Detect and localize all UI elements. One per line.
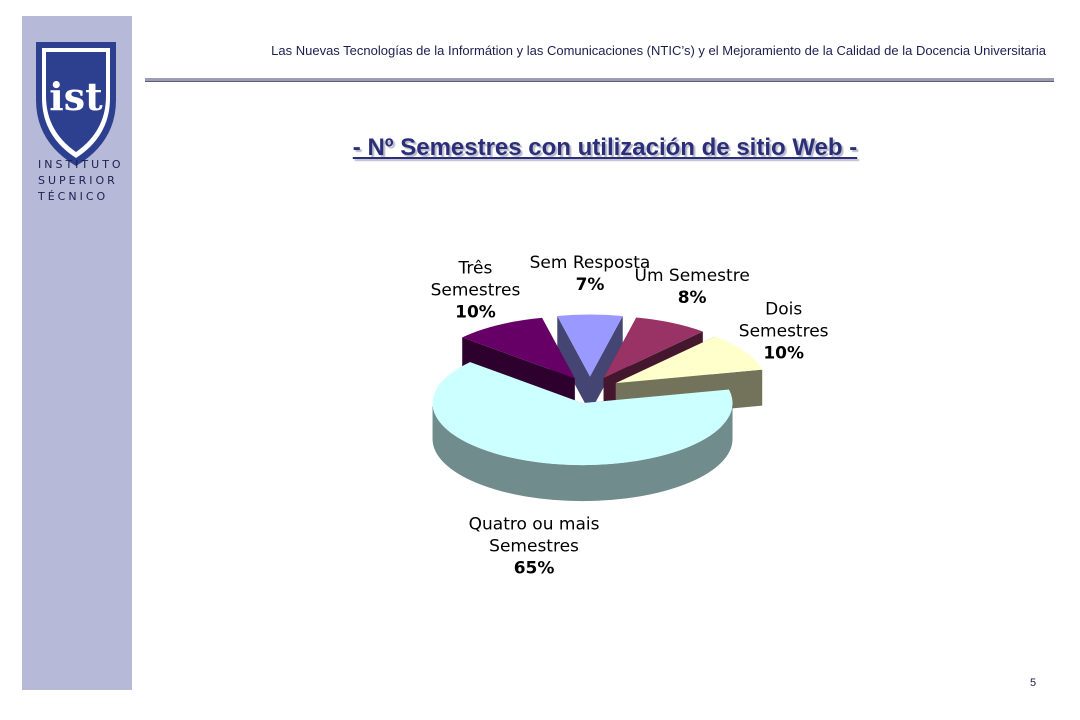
pie-slice [557,314,623,413]
institution-line-2: SUPERIOR [38,174,118,187]
slice-label: Dois Semestres 10% [739,299,829,363]
slice-label: Três Semestres 10% [431,258,521,322]
institution-line-1: INSTITUTO [38,158,124,171]
institution-name: INSTITUTO SUPERIOR TÉCNICO [38,157,124,205]
pie-chart: Sem Resposta 7% Um Semestre 8%Dois Semestres… [431,253,829,578]
sidebar: ist INSTITUTO SUPERIOR TÉCNICO [22,16,132,690]
svg-text:ist: ist [49,74,103,119]
header-divider [145,78,1054,82]
pie-slice [432,362,733,502]
page-number: 5 [1030,677,1037,689]
slide-title: - Nº Semestres con utilización de sitio … [352,134,858,161]
institution-line-3: TÉCNICO [38,190,109,203]
slice-label: Um Semestre 8% [635,266,750,308]
slice-label: Quatro ou mais Semestres 65% [469,514,600,578]
header-subtitle: Las Nuevas Tecnologías de la Informátion… [271,43,1046,58]
ist-logo-icon: ist [36,42,116,166]
slice-label: Sem Resposta 7% [530,253,651,295]
